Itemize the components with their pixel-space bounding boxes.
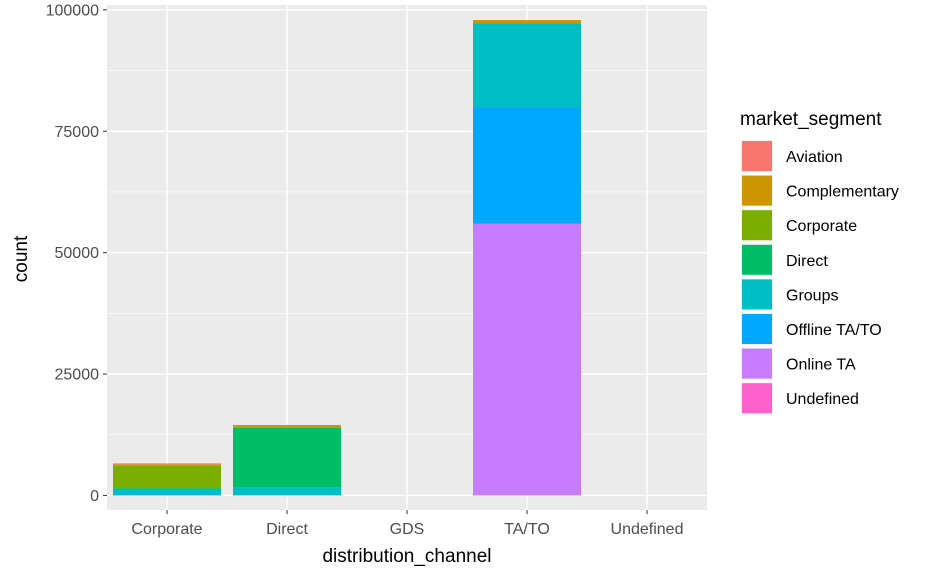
legend-swatch-online-ta [742, 348, 772, 379]
bar-segment-direct-groups [233, 487, 341, 496]
legend: market_segment Aviation Complementary Corp… [740, 109, 899, 415]
legend-swatch-direct [742, 244, 772, 275]
y-axis-ticks: 0 25000 50000 75000 100000 [46, 2, 107, 505]
bar-segment-corporate-direct [113, 488, 221, 490]
legend-label: Complementary [786, 184, 899, 201]
bar-segment-corporate-corporate [113, 465, 221, 489]
x-tick-label: GDS [390, 521, 425, 538]
legend-label: Online TA [786, 357, 856, 374]
legend-swatch-offline-ta-to [742, 314, 772, 344]
x-tick-label: Corporate [131, 521, 202, 538]
bar-segment-corporate-aviation [113, 463, 221, 465]
bar-segment-corporate-groups [113, 489, 221, 495]
bar-segment-ta-to-online-ta [473, 223, 581, 496]
y-tick-label: 0 [90, 488, 99, 505]
legend-swatch-undefined [742, 383, 772, 414]
legend-swatch-aviation [742, 141, 772, 171]
legend-swatch-complementary [742, 175, 772, 206]
x-tick-label: Direct [266, 521, 308, 538]
legend-title: market_segment [740, 109, 882, 130]
x-axis-ticks: Corporate Direct GDS TA/TO Undefined [131, 510, 683, 538]
y-tick-label: 100000 [46, 2, 99, 19]
y-axis-title: count [11, 235, 32, 282]
y-tick-label: 25000 [55, 367, 100, 384]
legend-label: Offline TA/TO [786, 322, 882, 339]
bar-segment-ta-to-complementary [473, 20, 581, 24]
legend-label: Undefined [786, 391, 859, 408]
bar-segment-direct-complementary [233, 425, 341, 428]
bar-segment-direct-direct [233, 427, 341, 488]
bar-segment-ta-to-groups [473, 23, 581, 107]
legend-label: Groups [786, 287, 838, 304]
bar-segment-corporate-complementary [113, 464, 221, 466]
x-axis-title: distribution_channel [322, 546, 491, 567]
legend-swatch-corporate [742, 210, 772, 241]
y-tick-label: 50000 [55, 245, 100, 262]
x-tick-label: Undefined [611, 521, 684, 538]
bars [113, 20, 581, 496]
legend-swatch-groups [742, 279, 772, 310]
legend-label: Direct [786, 253, 828, 270]
x-tick-label: TA/TO [504, 521, 550, 538]
bar-segment-ta-to-offline-ta-to [473, 106, 581, 224]
y-tick-label: 75000 [55, 124, 100, 141]
legend-label: Aviation [786, 149, 843, 166]
legend-label: Corporate [786, 218, 857, 235]
bar-segment-corporate-offline-ta-to [113, 494, 221, 496]
